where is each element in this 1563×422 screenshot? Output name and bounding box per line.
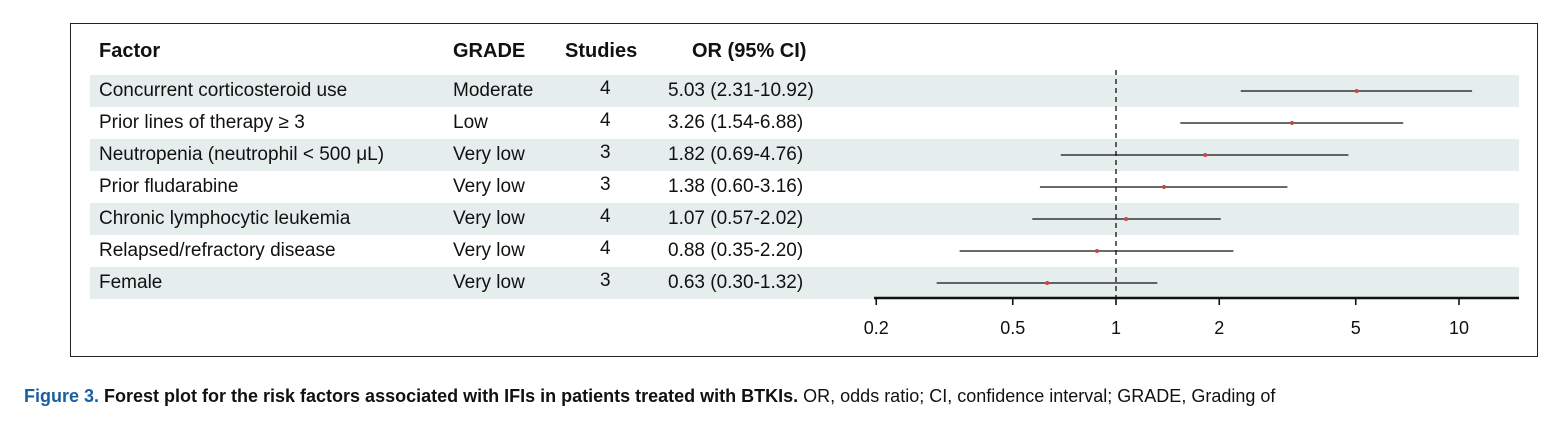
or-point: [1094, 249, 1099, 253]
or-ci-cell: 5.03 (2.31-10.92): [668, 80, 814, 101]
caption-text: OR, odds ratio; CI, confidence interval;…: [798, 386, 1276, 406]
header-or-ci: OR (95% CI): [692, 40, 807, 62]
header-factor: Factor: [99, 40, 161, 62]
or-ci-cell: 0.88 (0.35-2.20): [668, 240, 804, 261]
or-ci-cell: 1.07 (0.57-2.02): [668, 208, 804, 229]
x-tick-label: 1: [1111, 318, 1121, 338]
factor-cell: Prior fludarabine: [99, 176, 239, 197]
header-grade: GRADE: [453, 40, 526, 62]
or-point: [1124, 217, 1129, 221]
or-point: [1045, 281, 1050, 285]
header-studies: Studies: [565, 40, 638, 62]
grade-cell: Very low: [453, 208, 525, 229]
or-ci-cell: 3.26 (1.54-6.88): [668, 112, 804, 133]
studies-cell: 4: [600, 110, 611, 131]
or-point: [1161, 185, 1166, 189]
studies-cell: 4: [600, 238, 611, 259]
grade-cell: Very low: [453, 176, 525, 197]
studies-cell: 4: [600, 206, 611, 227]
x-tick-label: 0.5: [1000, 318, 1025, 338]
x-tick-label: 5: [1351, 318, 1361, 338]
grade-cell: Moderate: [453, 80, 534, 101]
factor-cell: Chronic lymphocytic leukemia: [99, 208, 351, 229]
grade-cell: Very low: [453, 240, 525, 261]
figure-frame: [70, 23, 1538, 357]
factor-cell: Prior lines of therapy ≥ 3: [99, 112, 305, 133]
factor-cell: Neutropenia (neutrophil < 500 μL): [99, 144, 385, 165]
caption-label: Figure 3.: [24, 386, 100, 406]
grade-cell: Low: [453, 112, 488, 133]
row-stripe: [90, 203, 1519, 235]
x-tick-label: 0.2: [864, 318, 889, 338]
row-stripe: [90, 267, 1519, 299]
studies-cell: 4: [600, 78, 611, 99]
figure-caption: Figure 3. Forest plot for the risk facto…: [24, 386, 1275, 407]
or-ci-cell: 1.82 (0.69-4.76): [668, 144, 804, 165]
grade-cell: Very low: [453, 272, 525, 293]
or-ci-cell: 1.38 (0.60-3.16): [668, 176, 804, 197]
studies-cell: 3: [600, 174, 611, 195]
factor-cell: Relapsed/refractory disease: [99, 240, 336, 261]
x-tick-label: 10: [1449, 318, 1469, 338]
x-tick-label: 2: [1214, 318, 1224, 338]
caption-title: Forest plot for the risk factors associa…: [99, 386, 799, 406]
or-ci-cell: 0.63 (0.30-1.32): [668, 272, 804, 293]
or-point: [1290, 121, 1295, 125]
or-point: [1203, 153, 1208, 157]
factor-cell: Female: [99, 272, 163, 293]
factor-cell: Concurrent corticosteroid use: [99, 80, 348, 101]
studies-cell: 3: [600, 270, 611, 291]
grade-cell: Very low: [453, 144, 525, 165]
studies-cell: 3: [600, 142, 611, 163]
or-point: [1354, 89, 1359, 93]
